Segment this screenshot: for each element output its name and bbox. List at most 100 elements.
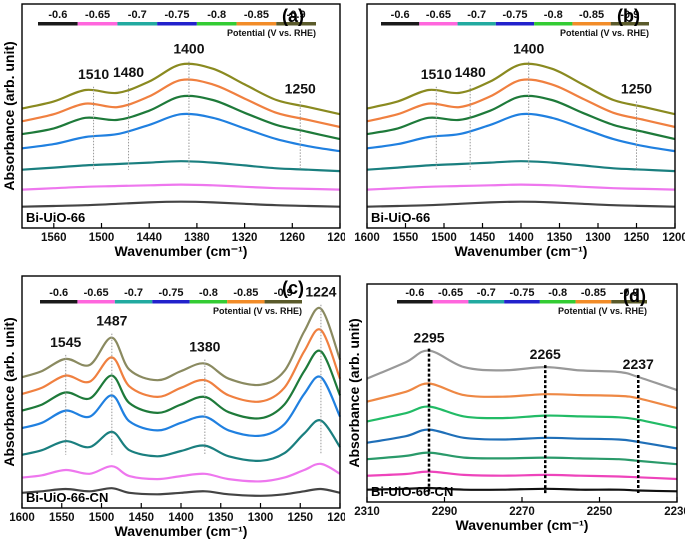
x-tick-label: 1200 bbox=[662, 232, 685, 244]
x-tick-label: 1200 bbox=[327, 512, 345, 524]
sample-label: Bi-UiO-66 bbox=[371, 210, 430, 225]
legend-value: -0.85 bbox=[579, 9, 604, 21]
x-tick-label: 1440 bbox=[136, 232, 162, 244]
x-tick-label: 1550 bbox=[49, 512, 75, 524]
x-tick-label: 1380 bbox=[184, 232, 210, 244]
panel-label: (d) bbox=[623, 286, 646, 306]
legend-swatch--0.7 bbox=[457, 22, 496, 26]
series-line--0.9 bbox=[366, 349, 678, 392]
x-tick-label: 1300 bbox=[585, 232, 611, 244]
y-axis-title: Absorbance (arb. unit) bbox=[1, 317, 17, 466]
legend-value: -0.9 bbox=[620, 287, 639, 299]
x-tick-label: 1450 bbox=[128, 512, 154, 524]
legend-swatch--0.7 bbox=[117, 22, 158, 26]
panel-label: (a) bbox=[282, 6, 304, 26]
legend-swatch--0.8 bbox=[534, 22, 573, 26]
legend-value: -0.65 bbox=[438, 287, 463, 299]
x-tick-label: 1560 bbox=[41, 232, 67, 244]
x-tick-label: 1500 bbox=[89, 512, 115, 524]
legend-value: -0.75 bbox=[509, 287, 534, 299]
series-line--0.8 bbox=[366, 405, 678, 430]
x-axis-title: Wavenumber (cm⁻¹) bbox=[115, 243, 248, 259]
series-line--0.75 bbox=[21, 375, 341, 438]
x-tick-label: 1250 bbox=[624, 232, 650, 244]
x-tick-label: 2250 bbox=[587, 506, 613, 518]
legend-swatch--0.65 bbox=[432, 300, 469, 304]
legend-value: -0.7 bbox=[128, 9, 147, 21]
legend-swatch--0.85 bbox=[575, 300, 612, 304]
legend-value: -0.9 bbox=[274, 287, 293, 299]
peak-label: 1400 bbox=[173, 41, 204, 57]
chart-panel-c: 1545 1487 1380 1224 -0.6 -0.65 -0.7 -0.75 -0.8 -0… bbox=[0, 272, 345, 544]
peak-label: 2237 bbox=[623, 356, 654, 372]
series-line--0.9 bbox=[21, 306, 342, 387]
legend-swatch--0.7 bbox=[114, 300, 153, 304]
legend-swatch--0.85 bbox=[236, 22, 277, 26]
series-line--0.75 bbox=[366, 112, 676, 153]
legend-title: Potential (V vs. RHE) bbox=[213, 306, 302, 316]
legend-value: -0.8 bbox=[207, 9, 226, 21]
legend-value: -0.6 bbox=[391, 9, 410, 21]
chart-svg-a: 1510 1480 1400 1250 -0.6 -0.65 -0.7 -0.75 -0.8 -0… bbox=[1, 3, 345, 259]
legend-swatch--0.75 bbox=[152, 300, 190, 304]
peak-label: 1250 bbox=[285, 80, 316, 96]
series-line--0.85 bbox=[21, 328, 342, 403]
series-line--0.65 bbox=[366, 470, 678, 481]
legend-value: -0.85 bbox=[244, 9, 269, 21]
plot-frame bbox=[21, 3, 341, 229]
peak-label: 1487 bbox=[96, 313, 127, 329]
legend-value: -0.7 bbox=[477, 287, 496, 299]
x-axis-title: Wavenumber (cm⁻¹) bbox=[115, 523, 248, 539]
legend-swatch--0.9 bbox=[610, 22, 649, 26]
series-line--0.8 bbox=[21, 94, 341, 141]
series-line--0.9 bbox=[21, 62, 341, 116]
legend-value: -0.8 bbox=[548, 287, 567, 299]
legend-value: -0.85 bbox=[233, 287, 258, 299]
x-tick-label: 1400 bbox=[508, 232, 534, 244]
legend-swatch--0.8 bbox=[539, 300, 576, 304]
legend-value: -0.6 bbox=[48, 9, 67, 21]
legend-swatch--0.9 bbox=[264, 300, 302, 304]
series-line--0.85 bbox=[21, 78, 341, 129]
peak-label: 1480 bbox=[455, 64, 486, 80]
x-tick-label: 1600 bbox=[354, 232, 380, 244]
peak-label: 2265 bbox=[530, 346, 561, 362]
series-line--0.75 bbox=[366, 428, 678, 450]
legend-swatch--0.85 bbox=[227, 300, 265, 304]
chart-svg-c: 1545 1487 1380 1224 -0.6 -0.65 -0.7 -0.75 -0.8 -0… bbox=[1, 275, 345, 539]
legend-value: -0.65 bbox=[426, 9, 451, 21]
x-tick-label: 1450 bbox=[470, 232, 496, 244]
legend-title: Potential (V vs. RHE) bbox=[560, 28, 649, 38]
legend-swatch--0.65 bbox=[77, 22, 118, 26]
chart-svg-b: 1510 1480 1400 1250 -0.6 -0.65 -0.7 -0.75 -0.8 -0… bbox=[354, 3, 685, 259]
peak-label: 1400 bbox=[513, 41, 544, 57]
peak-label: 1250 bbox=[621, 80, 652, 96]
series-line--0.85 bbox=[366, 78, 676, 129]
x-tick-label: 1320 bbox=[232, 232, 258, 244]
x-tick-label: 1350 bbox=[547, 232, 573, 244]
legend-swatch--0.75 bbox=[157, 22, 197, 26]
series-line--0.65 bbox=[366, 183, 676, 191]
legend-swatch--0.8 bbox=[196, 22, 237, 26]
legend-value: -0.8 bbox=[199, 287, 218, 299]
x-tick-label: 1500 bbox=[431, 232, 457, 244]
legend-swatch--0.9 bbox=[276, 22, 316, 26]
legend-value: -0.65 bbox=[85, 9, 110, 21]
panel-label: (b) bbox=[617, 6, 640, 26]
x-tick-label: 1350 bbox=[208, 512, 234, 524]
series-line--0.65 bbox=[21, 183, 341, 191]
series-line--0.7 bbox=[21, 419, 341, 462]
series-line--0.85 bbox=[366, 382, 678, 410]
legend-value: -0.85 bbox=[581, 287, 606, 299]
legend-value: -0.7 bbox=[124, 287, 143, 299]
x-tick-label: 1400 bbox=[168, 512, 194, 524]
x-tick-label: 1550 bbox=[393, 232, 419, 244]
x-tick-label: 1500 bbox=[89, 232, 115, 244]
legend-value: -0.9 bbox=[620, 9, 639, 21]
series-line--0.9 bbox=[366, 62, 676, 116]
legend-value: -0.6 bbox=[49, 287, 68, 299]
legend-value: -0.65 bbox=[84, 287, 109, 299]
series-line--0.8 bbox=[366, 94, 676, 141]
legend-value: -0.75 bbox=[164, 9, 189, 21]
x-axis-title: Wavenumber (cm⁻¹) bbox=[455, 243, 588, 259]
